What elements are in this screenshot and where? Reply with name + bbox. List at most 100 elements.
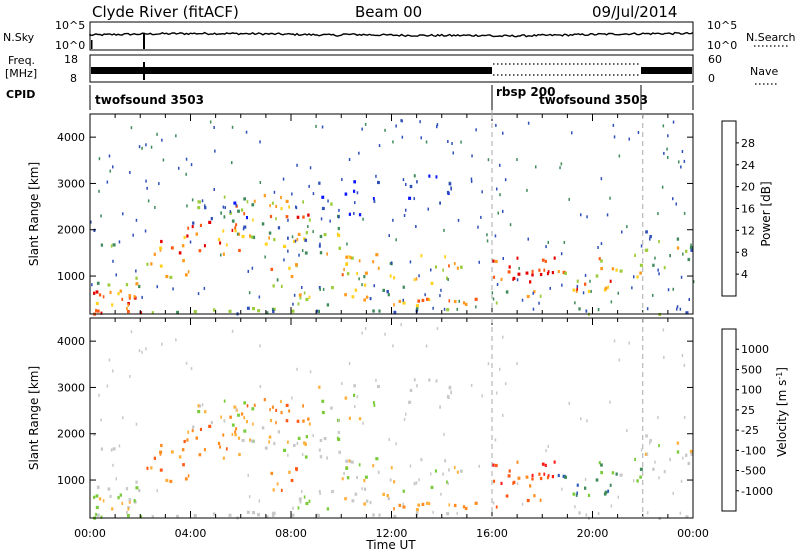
y-tick-label: 1000 [57, 270, 85, 283]
power-cell [633, 275, 635, 279]
power-cell [517, 272, 521, 276]
power-cell [319, 234, 323, 239]
power-cell [400, 119, 402, 123]
velocity-cell [356, 395, 359, 399]
velocity-cell [499, 367, 501, 371]
velocity-cell [405, 412, 407, 416]
power-cell [235, 203, 237, 207]
velocity-cell [375, 378, 377, 382]
power-cell [297, 232, 301, 236]
velocity-cell [508, 469, 511, 473]
power-cell [590, 290, 592, 293]
velocity-cell [679, 511, 682, 515]
power-cell [500, 277, 503, 281]
power-cell [259, 181, 262, 184]
freq-label-1: Freq. [8, 54, 35, 67]
power-cell [276, 278, 279, 282]
power-cell [329, 219, 331, 223]
velocity-cell [358, 417, 362, 421]
power-cell [222, 229, 225, 233]
power-cell [365, 295, 369, 299]
power-cell [600, 259, 603, 263]
velocity-cell [568, 401, 570, 405]
velocity-cell [159, 452, 162, 456]
power-cell [415, 307, 419, 311]
velocity-cell [354, 405, 356, 409]
velocity-cell [248, 495, 251, 499]
velocity-cell [135, 480, 138, 484]
power-cell [358, 277, 360, 281]
x-tick-label: 20:00 [577, 527, 609, 540]
power-cell [178, 166, 180, 170]
velocity-cell [517, 476, 521, 480]
power-cell [377, 180, 380, 185]
velocity-cell [305, 501, 309, 506]
power-cell [375, 253, 379, 257]
power-cell [436, 125, 438, 129]
power-cell [271, 307, 274, 312]
power-cell [280, 284, 283, 288]
power-cell [249, 234, 251, 238]
power-cell [238, 248, 241, 253]
power-cell [462, 301, 466, 305]
power-cell [453, 299, 457, 304]
velocity-cell [361, 487, 363, 491]
power-cell [471, 154, 473, 158]
velocity-cell [393, 480, 396, 484]
power-cell [277, 226, 281, 230]
colorbar-tick-label: 25 [741, 404, 755, 417]
power-cell [553, 256, 556, 260]
power-cell [679, 307, 682, 311]
power-cell [291, 235, 294, 239]
power-cell [544, 259, 547, 263]
nsky-strip: N.Sky 10^5 10^0 10^5 10^0 N.Search [3, 19, 796, 52]
velocity-cell [345, 459, 349, 463]
power-cell [672, 287, 674, 291]
velocity-cell [296, 419, 300, 423]
power-cell [107, 283, 111, 287]
power-cell [280, 207, 283, 211]
velocity-cell [435, 379, 438, 383]
velocity-cell [309, 370, 312, 374]
power-cell [415, 277, 418, 281]
power-cell [264, 242, 268, 246]
velocity-cell [580, 417, 582, 421]
velocity-colorbar: Velocity [m s-1] -1000 -500 -100 -25 25 100 50… [721, 328, 789, 512]
power-cell [326, 252, 328, 256]
power-cell [543, 268, 546, 272]
velocity-cell [576, 483, 579, 487]
velocity-cell [95, 505, 99, 510]
velocity-colorbar-label-text: Velocity [m s [775, 380, 789, 457]
velocity-cell [326, 456, 328, 460]
power-cell [600, 177, 603, 181]
velocity-cell [182, 463, 185, 467]
power-cell [663, 266, 666, 270]
velocity-cell [344, 396, 348, 400]
power-cell [532, 307, 535, 311]
power-cell [389, 262, 392, 265]
power-cell [610, 300, 613, 304]
power-cell [112, 259, 114, 263]
power-cell [444, 255, 447, 259]
velocity-cell [243, 429, 247, 433]
velocity-cell [572, 492, 576, 496]
velocity-cell [586, 419, 588, 423]
velocity-cell [353, 384, 356, 388]
velocity-cell [130, 330, 133, 334]
power-cell [287, 236, 289, 240]
power-cell [185, 172, 187, 176]
power-cell [110, 244, 113, 248]
velocity-y-ticks: 1000 2000 3000 4000 [57, 335, 693, 487]
power-cell [257, 309, 261, 313]
power-cell [402, 178, 405, 182]
power-cell [551, 271, 554, 275]
velocity-cell [645, 434, 648, 438]
velocity-cell [364, 326, 367, 330]
power-cell [683, 159, 686, 163]
power-cell [688, 298, 690, 301]
power-cell [507, 270, 511, 274]
velocity-cell [283, 448, 287, 452]
velocity-cell [516, 460, 519, 464]
velocity-cell [304, 442, 307, 446]
power-cell [403, 214, 406, 217]
